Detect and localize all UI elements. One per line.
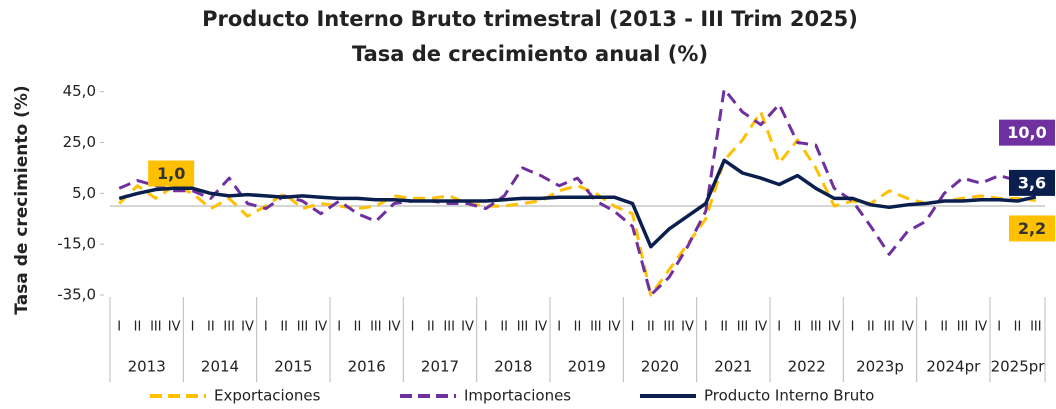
x-tick-label: III <box>370 320 382 335</box>
x-tick-label: III <box>590 320 602 335</box>
data-label-box <box>1009 215 1055 242</box>
y-tick-label: -15,0 <box>57 235 96 253</box>
x-tick-label: IV <box>461 320 474 335</box>
x-tick-label: II <box>427 320 435 335</box>
data-label: 10,0 <box>1007 123 1046 142</box>
x-tick-label: I <box>631 320 635 335</box>
x-tick-label: III <box>810 320 822 335</box>
x-tick-label: III <box>737 320 749 335</box>
series-line <box>118 158 1037 249</box>
legend-label: Exportaciones <box>214 387 321 405</box>
x-tick-label: I <box>484 320 488 335</box>
x-tick-label: II <box>940 320 948 335</box>
chart-subtitle: Tasa de crecimiento anual (%) <box>352 42 708 66</box>
year-label: 2023p <box>856 358 904 376</box>
x-tick-label: I <box>337 320 341 335</box>
x-tick-label: III <box>223 320 235 335</box>
x-tick-label: II <box>207 320 215 335</box>
year-label: 2022 <box>788 358 826 376</box>
x-tick-label: II <box>1014 320 1022 335</box>
x-tick-label: IV <box>608 320 621 335</box>
x-tick-label: I <box>117 320 121 335</box>
year-label: 2014 <box>201 358 239 376</box>
data-label-box <box>148 160 195 187</box>
x-tick-label: IV <box>901 320 914 335</box>
x-tick-label: III <box>1030 320 1042 335</box>
x-tick-label: II <box>354 320 362 335</box>
y-axis-label: Tasa de crecimiento (%) <box>12 85 32 314</box>
x-tick-label: II <box>500 320 508 335</box>
x-tick-label: I <box>264 320 268 335</box>
legend-label: Producto Interno Bruto <box>704 387 874 405</box>
x-tick-label: I <box>851 320 855 335</box>
x-tick-label: IV <box>534 320 547 335</box>
x-tick-label: IV <box>754 320 767 335</box>
data-label-box <box>1009 169 1055 196</box>
year-label: 2025pr <box>991 358 1046 376</box>
x-tick-label: II <box>867 320 875 335</box>
x-tick-label: IV <box>828 320 841 335</box>
data-label-box <box>999 119 1055 146</box>
x-tick-label: I <box>557 320 561 335</box>
x-tick-label: IV <box>681 320 694 335</box>
x-tick-label: I <box>777 320 781 335</box>
legend-label: Importaciones <box>464 387 571 405</box>
x-tick-label: I <box>924 320 928 335</box>
y-tick-label: -35,0 <box>57 286 96 304</box>
x-tick-label: IV <box>241 320 254 335</box>
x-tick-label: II <box>134 320 142 335</box>
x-tick-label: III <box>297 320 309 335</box>
x-tick-label: III <box>663 320 675 335</box>
y-tick-label: 5,0 <box>72 184 96 202</box>
year-label: 2015 <box>274 358 312 376</box>
year-label: 2016 <box>348 358 386 376</box>
x-tick-label: III <box>443 320 455 335</box>
x-tick-label: I <box>997 320 1001 335</box>
x-tick-label: IV <box>974 320 987 335</box>
x-tick-label: I <box>411 320 415 335</box>
data-label: 1,0 <box>157 164 185 183</box>
x-tick-label: III <box>517 320 529 335</box>
x-tick-label: III <box>883 320 895 335</box>
x-tick-label: II <box>794 320 802 335</box>
x-tick-label: II <box>280 320 288 335</box>
x-tick-label: II <box>574 320 582 335</box>
x-tick-label: II <box>720 320 728 335</box>
x-tick-label: IV <box>168 320 181 335</box>
x-tick-label: I <box>704 320 708 335</box>
y-tick-label: 45,0 <box>63 82 96 100</box>
year-label: 2019 <box>568 358 606 376</box>
chart-title: Producto Interno Bruto trimestral (2013 … <box>202 7 858 31</box>
year-label: 2021 <box>714 358 752 376</box>
series-line <box>118 87 1036 297</box>
data-label: 3,6 <box>1018 173 1046 192</box>
x-tick-label: I <box>191 320 195 335</box>
year-label: 2017 <box>421 358 459 376</box>
x-tick-label: III <box>957 320 969 335</box>
year-label: 2020 <box>641 358 679 376</box>
x-tick-label: II <box>647 320 655 335</box>
data-label: 2,2 <box>1018 219 1046 238</box>
year-label: 2013 <box>128 358 166 376</box>
x-tick-label: IV <box>388 320 401 335</box>
series-line <box>118 110 1036 297</box>
year-label: 2024pr <box>926 358 981 376</box>
y-tick-label: 25,0 <box>63 133 96 151</box>
year-label: 2018 <box>494 358 532 376</box>
x-tick-label: IV <box>314 320 327 335</box>
x-tick-label: III <box>150 320 162 335</box>
